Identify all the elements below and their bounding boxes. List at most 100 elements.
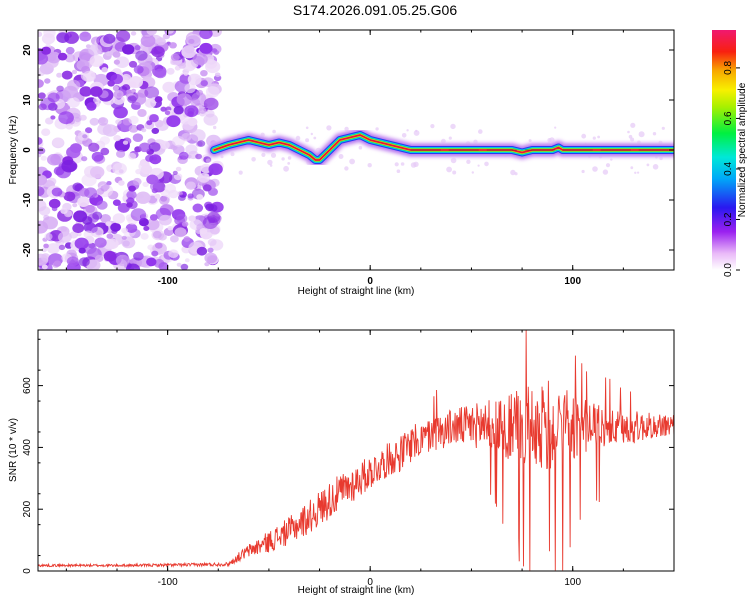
faint-noise-blob [471,171,474,174]
noise-blob [86,259,101,270]
noise-blob [57,52,68,61]
noise-blob [88,43,102,56]
noise-blob [82,70,96,82]
noise-blob [199,228,208,235]
noise-blob [72,223,85,234]
noise-blob [86,102,97,111]
noise-blob [202,184,212,192]
faint-noise-blob [627,130,630,134]
faint-noise-blob [305,138,310,143]
noise-blob [128,115,139,125]
noise-blob [72,203,78,208]
noise-blob [179,151,189,160]
noise-blob [188,38,195,44]
faint-noise-blob [251,157,256,162]
noise-blob [151,46,165,58]
noise-blob [41,264,48,270]
colorbar-tick-label: 0.0 [723,263,734,277]
noise-blob [196,194,204,200]
noise-blob [146,174,159,185]
faint-noise-blob [406,129,409,132]
noise-blob [160,106,167,112]
noise-blob [61,159,77,173]
faint-noise-blob [634,171,637,174]
faint-noise-blob [581,169,585,174]
snr-panel: -100 0 100 0 200 400 600 Height of straight li… [8,329,675,596]
noise-blob [155,37,166,46]
noise-blob [113,59,120,65]
noise-blob [84,187,98,199]
noise-blob [127,95,137,104]
noise-blob [89,117,100,126]
noise-blob [185,181,196,190]
faint-noise-blob [510,169,516,176]
faint-noise-blob [448,136,452,140]
y-tick-label: 20 [22,44,33,56]
noise-blob [93,97,100,103]
y-tick-label: -20 [22,242,33,257]
noise-blob [197,140,206,147]
faint-noise-blob [652,132,657,136]
noise-blob [142,181,149,187]
noise-blob [126,190,137,200]
noise-blob [51,187,63,197]
noise-blob [121,227,128,234]
noise-blob [60,207,68,214]
noise-blob [125,263,141,270]
noise-blob [122,195,128,200]
noise-blob [81,156,88,162]
noise-blob [146,120,153,126]
noise-blob [67,97,80,108]
noise-blob [184,83,196,94]
faint-noise-blob [597,135,600,139]
noise-blob [139,142,151,153]
noise-blob [82,216,93,225]
faint-noise-blob [610,158,613,161]
faint-noise-blob [637,171,640,174]
faint-noise-blob [450,123,456,130]
noise-blob [184,44,195,54]
noise-blob [166,67,175,75]
noise-blob [164,183,176,194]
y-tick-label: 400 [22,439,33,456]
frequency-ridge [206,127,674,168]
noise-blob [208,163,223,176]
noise-blob [166,115,181,128]
noise-blob [196,246,208,256]
noise-blob [106,233,114,239]
faint-noise-blob [661,126,665,130]
noise-blob [131,88,137,93]
noise-blob [199,30,213,40]
noise-blob [78,247,86,254]
noise-blob [208,204,218,212]
ridge-core [213,134,674,161]
noise-blob [115,119,122,125]
faint-noise-blob [638,131,645,138]
noise-blob [176,213,188,224]
noise-blob [101,67,108,73]
x-tick-label: 100 [564,577,581,588]
noise-blob [47,177,57,186]
noise-blob [133,251,144,261]
noise-blob [113,135,121,142]
noise-blob [38,92,46,99]
noise-blob [58,244,66,251]
noise-blob [48,198,61,209]
noise-blob [115,254,130,267]
noise-blob [169,42,177,49]
noise-blob [103,250,117,262]
noise-blob [98,117,109,126]
noise-blob [151,127,160,134]
noise-blob [38,68,46,77]
faint-noise-blob [283,165,289,172]
noise-blob [183,71,189,76]
noise-region [38,30,665,270]
noise-blob [172,170,178,175]
noise-blob [174,227,187,238]
noise-blob [164,110,171,116]
noise-blob [53,260,62,267]
noise-blob [146,257,157,267]
faint-noise-blob [446,166,452,173]
colorbar-tick-label: 0.2 [723,212,734,226]
noise-blob [184,105,199,118]
